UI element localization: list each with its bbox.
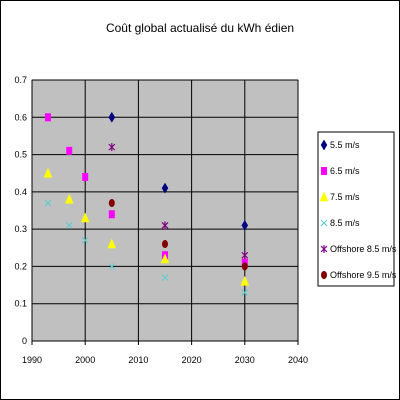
data-point [161, 274, 169, 282]
y-tick-label: 0.2 [14, 261, 27, 271]
legend-marker [321, 167, 327, 175]
marker-stroke [44, 199, 52, 207]
data-point [44, 199, 52, 207]
data-point [161, 182, 169, 194]
marker-stroke [241, 289, 249, 296]
data-point [241, 219, 249, 231]
data-point [160, 253, 170, 264]
legend-item: 8.5 m/s [320, 218, 360, 228]
plot-background [31, 79, 299, 342]
plot-area: 0 0.1 0.2 0.3 0.4 0.5 0.6 0.7 1990 2000 2010 2020 20… [14, 75, 308, 365]
data-point [240, 275, 250, 286]
legend-marker [319, 191, 329, 202]
data-point [161, 221, 169, 230]
data-point [80, 212, 90, 223]
data-point [108, 111, 116, 123]
data-point [107, 238, 117, 249]
legend-marker [320, 245, 328, 253]
data-point [241, 289, 249, 296]
series-4 [44, 199, 249, 296]
data-point [81, 236, 89, 244]
legend-label: 7.5 m/s [330, 192, 360, 202]
y-tick-label: 0.7 [14, 75, 27, 85]
data-point [65, 221, 73, 229]
x-tick-label: 2030 [235, 355, 255, 365]
data-point [108, 199, 115, 208]
data-point [241, 262, 248, 271]
data-point [64, 193, 74, 204]
data-point [108, 210, 115, 219]
series-1 [108, 111, 249, 231]
legend: 5.5 m/s 6.5 m/s 7.5 m/s 8.5 m/s Offshore 8.5… [317, 131, 397, 287]
y-tick-label: 0.5 [14, 150, 27, 160]
legend-marker [321, 271, 327, 279]
legend-marker [320, 139, 328, 151]
legend-label: 6.5 m/s [330, 166, 360, 176]
series-6 [108, 199, 248, 271]
data-point [241, 251, 249, 260]
legend-item: 7.5 m/s [319, 191, 360, 202]
y-tick-label: 0 [22, 336, 27, 346]
marker-stroke [320, 219, 328, 227]
chart-title: Coût global actualisé du kWh édien [106, 21, 294, 35]
data-point [44, 113, 51, 122]
data-point [82, 172, 89, 181]
data-point [108, 143, 116, 152]
series-3 [43, 167, 250, 286]
data-point [162, 240, 168, 249]
legend-box [317, 131, 395, 287]
y-tick-label: 0.1 [14, 299, 27, 309]
legend-label: Offshore 8.5 m/s [330, 244, 397, 254]
series-5 [108, 143, 249, 260]
x-tick-label: 2000 [75, 355, 95, 365]
y-tick-label: 0.6 [14, 112, 27, 122]
x-tick-label: 2020 [182, 355, 202, 365]
legend-item: 5.5 m/s [320, 139, 360, 151]
x-tick-label: 1990 [22, 355, 42, 365]
y-tick-label: 0.4 [14, 187, 27, 197]
legend-label: 8.5 m/s [330, 218, 360, 228]
marker-stroke [81, 236, 89, 244]
legend-item: Offshore 8.5 m/s [320, 244, 397, 254]
data-point [108, 263, 116, 270]
data-point [43, 167, 53, 178]
data-point [66, 146, 73, 155]
legend-item: Offshore 9.5 m/s [321, 270, 397, 280]
x-tick-label: 2040 [288, 355, 308, 365]
y-tick-label: 0.3 [14, 224, 27, 234]
legend-label: Offshore 9.5 m/s [330, 270, 397, 280]
x-tick-label: 2010 [128, 355, 148, 365]
marker-stroke [65, 221, 73, 229]
legend-label: 5.5 m/s [330, 140, 360, 150]
legend-marker [320, 219, 328, 227]
marker-stroke [108, 263, 116, 270]
marker-stroke [161, 274, 169, 282]
legend-item: 6.5 m/s [321, 166, 360, 176]
